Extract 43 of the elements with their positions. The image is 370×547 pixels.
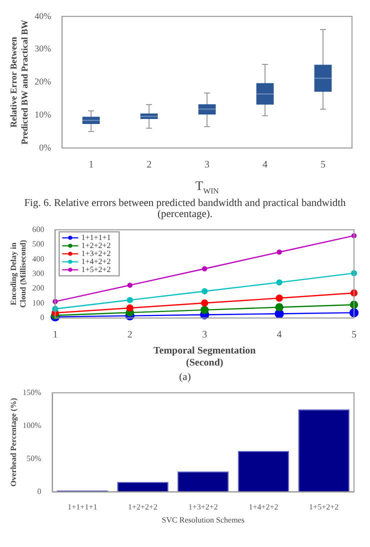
y-axis-title: Encoding Delay in Cloud (Millisecond) [8, 240, 28, 308]
y-tick-label: 20% [34, 76, 52, 87]
x-tick-label: 4 [262, 160, 268, 171]
x-tick-label: 2 [146, 160, 152, 171]
x-tick-label: 3 [202, 330, 208, 341]
x-tick-label: 1+4+2+2 [248, 502, 278, 512]
x-tick-label: 4 [276, 330, 282, 341]
y-axis-title: Overhead Percentage (%) [8, 398, 18, 487]
y-tick-label: 40% [34, 10, 52, 21]
legend-label: 1+3+2+2 [81, 248, 111, 258]
x-axis-title: Temporal Segmentation (Second) [154, 346, 256, 369]
y-tick-label: 0 [40, 313, 44, 322]
x-tick-label: 1 [52, 330, 58, 341]
y-tick-label: 0 [37, 486, 42, 496]
x-tick-label: 5 [320, 160, 326, 171]
legend-label: 1+5+2+2 [81, 264, 111, 274]
y-tick-label: 300 [32, 268, 44, 278]
y-tick-label: 10% [34, 109, 52, 120]
x-tick-label: 5 [352, 330, 356, 341]
y-tick-label: 0% [39, 142, 52, 152]
y-tick-label: 50% [26, 454, 42, 463]
x-tick-label: 1+1+1+1 [68, 502, 98, 512]
y-tick-label: 400 [32, 254, 44, 264]
x-tick-label: 1+5+2+2 [309, 502, 339, 512]
caption: Fig. 6. Relative errors between predicted bandwidth and practical bandwidth (percentage). [23, 197, 347, 222]
y-tick-label: 100% [22, 420, 42, 430]
x-tick-label: 2 [127, 330, 132, 341]
legend-label: 1+1+1+1 [81, 232, 111, 242]
legend-label: 1+4+2+2 [81, 256, 111, 266]
y-tick-label: 600 [32, 224, 44, 234]
y-tick-label: 200 [32, 284, 44, 293]
x-tick-label: 1+3+2+2 [188, 502, 218, 512]
x-tick-label: 1+2+2+2 [128, 502, 158, 512]
y-axis-title: Relative Error Between Predicted BW and Practical BW [8, 20, 30, 145]
x-axis-title: SVC Resolution Schemes [162, 515, 244, 524]
text: (a) [178, 371, 192, 385]
y-tick-label: 150% [22, 388, 42, 397]
x-tick-label: 3 [204, 160, 210, 171]
legend-label: 1+2+2+2 [81, 240, 111, 250]
y-tick-label: 100 [32, 298, 44, 308]
x-tick-label: 1 [88, 160, 94, 171]
y-tick-label: 500 [32, 240, 44, 249]
y-tick-label: 30% [34, 44, 52, 54]
